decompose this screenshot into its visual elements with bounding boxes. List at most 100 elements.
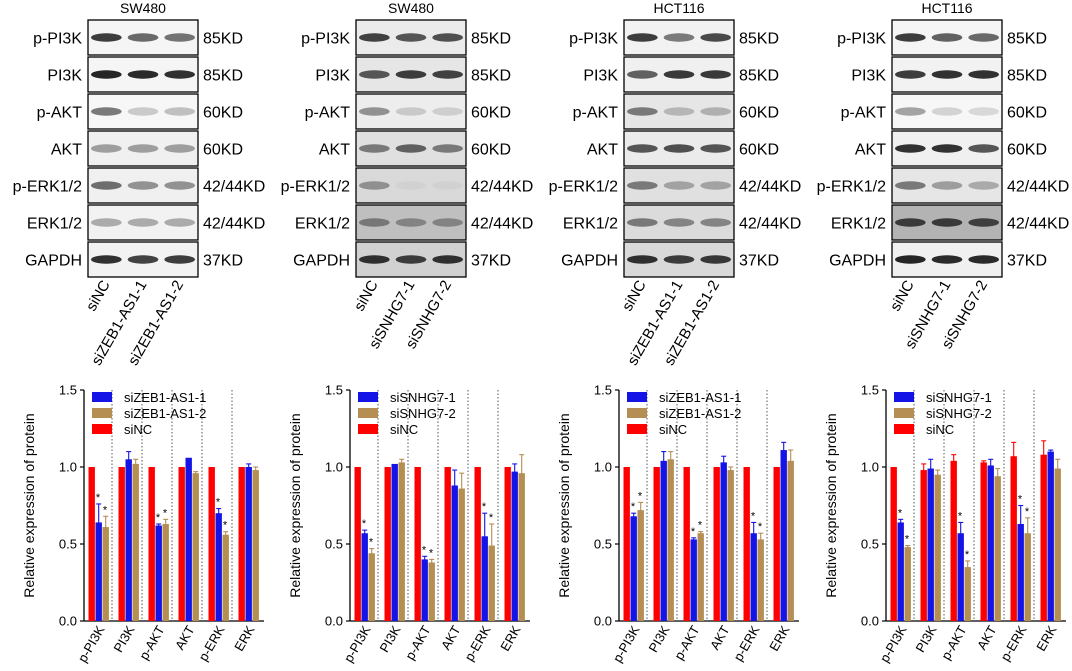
blot-band	[663, 218, 695, 227]
blot-protein-label: PI3K	[47, 68, 82, 85]
legend-swatch	[894, 408, 914, 418]
x-tick-label: PI3K	[913, 623, 940, 655]
bar	[994, 476, 1001, 621]
bar	[720, 462, 727, 621]
blot-band	[968, 218, 999, 227]
blot-size-label: 42/44KD	[739, 216, 801, 233]
blot-size-label: 60KD	[203, 105, 243, 122]
bar	[451, 485, 458, 621]
blot-band	[931, 33, 963, 42]
blot-band	[931, 181, 963, 190]
blot-band	[127, 181, 159, 190]
bar	[630, 516, 637, 621]
significance-marker: *	[489, 512, 494, 524]
blot-band	[432, 181, 463, 190]
bar	[904, 547, 911, 621]
blot-band	[663, 144, 695, 153]
blot-band	[627, 70, 658, 79]
significance-marker: *	[103, 504, 108, 516]
bar	[474, 467, 481, 621]
y-tick-label: 0.0	[594, 614, 612, 629]
y-tick-label: 1.0	[325, 460, 343, 475]
bar	[458, 488, 465, 621]
significance-marker: *	[362, 518, 367, 530]
blot-title: SW480	[388, 0, 434, 16]
blot-protein-label: p-ERK1/2	[817, 179, 886, 196]
blot-lane-label: siNC	[619, 277, 650, 314]
blot-protein-label: GAPDH	[25, 253, 82, 270]
bar	[414, 467, 421, 621]
bar	[623, 467, 630, 621]
blot-protein-label: p-ERK1/2	[549, 179, 618, 196]
blot-band	[127, 33, 159, 42]
significance-marker: *	[482, 501, 487, 513]
legend-label: siNC	[124, 422, 152, 437]
bar	[743, 467, 750, 621]
blot-panel-2: SW480 p-PI3K 85KD PI3K 85KD p-AKT 60KD AKT 60KD p…	[281, 0, 534, 352]
bar	[238, 467, 245, 621]
blot-band	[91, 144, 122, 153]
blot-band	[931, 255, 963, 264]
blot-band	[164, 33, 196, 42]
bar	[148, 467, 155, 621]
bar	[1054, 468, 1061, 621]
blot-protein-label: AKT	[587, 142, 618, 159]
x-tick-label: p-AKT	[402, 623, 433, 662]
bar	[384, 467, 391, 621]
x-tick-label: AKT	[974, 623, 1000, 652]
blot-band	[164, 107, 196, 116]
blot-band	[895, 181, 926, 190]
bar	[697, 533, 704, 621]
legend-swatch	[627, 424, 647, 434]
blot-band	[164, 70, 196, 79]
x-tick-label: p-ERK	[461, 623, 493, 664]
significance-marker: *	[369, 537, 374, 549]
blot-band	[127, 70, 159, 79]
blot-band	[395, 255, 427, 264]
chart-1: Relative expression of protein 0.0 0.5 1.0 1…	[21, 383, 264, 665]
blot-protein-label: p-AKT	[305, 105, 351, 122]
legend-label: siNC	[926, 422, 954, 437]
blot-band	[91, 218, 122, 227]
blot-protein-label: p-PI3K	[569, 31, 618, 48]
blot-band	[968, 181, 999, 190]
blot-size-label: 60KD	[203, 142, 243, 159]
legend-label: siNC	[390, 422, 418, 437]
blot-size-label: 60KD	[739, 142, 779, 159]
blot-band	[700, 70, 731, 79]
blot-size-label: 37KD	[471, 253, 511, 270]
blot-band	[968, 70, 999, 79]
blot-band	[968, 144, 999, 153]
blot-band	[663, 255, 695, 264]
blot-band	[395, 144, 427, 153]
bar	[428, 562, 435, 621]
blot-band	[127, 218, 159, 227]
blot-band	[432, 144, 463, 153]
bar	[980, 462, 987, 621]
bar	[1047, 451, 1054, 621]
legend-label: siSNHG7-2	[390, 406, 456, 421]
blot-protein-label: AKT	[51, 142, 82, 159]
blot-size-label: 85KD	[203, 31, 243, 48]
blot-band	[627, 144, 658, 153]
y-axis-label: Relative expression of protein	[823, 413, 839, 597]
bar	[637, 510, 644, 621]
bar	[890, 467, 897, 621]
significance-marker: *	[163, 507, 168, 519]
blot-lane-label: siNC	[351, 277, 382, 314]
legend-label: siZEB1-AS1-2	[659, 406, 741, 421]
x-tick-label: AKT	[438, 623, 464, 652]
legend-label: siSNHG7-1	[926, 390, 992, 405]
bar	[787, 460, 794, 621]
blot-protein-label: GAPDH	[293, 253, 350, 270]
blot-protein-label: PI3K	[583, 68, 618, 85]
blot-size-label: 85KD	[739, 68, 779, 85]
blot-band	[164, 144, 196, 153]
legend-swatch	[627, 408, 647, 418]
significance-marker: *	[216, 497, 221, 509]
bar	[398, 462, 405, 621]
western-blot-panels: SW480 p-PI3K 85KD PI3K 85KD p-AKT 60KD AKT 60KD p…	[13, 0, 1070, 368]
blot-protein-label: ERK1/2	[831, 216, 886, 233]
blot-size-label: 42/44KD	[471, 216, 533, 233]
blot-size-label: 85KD	[1007, 31, 1047, 48]
